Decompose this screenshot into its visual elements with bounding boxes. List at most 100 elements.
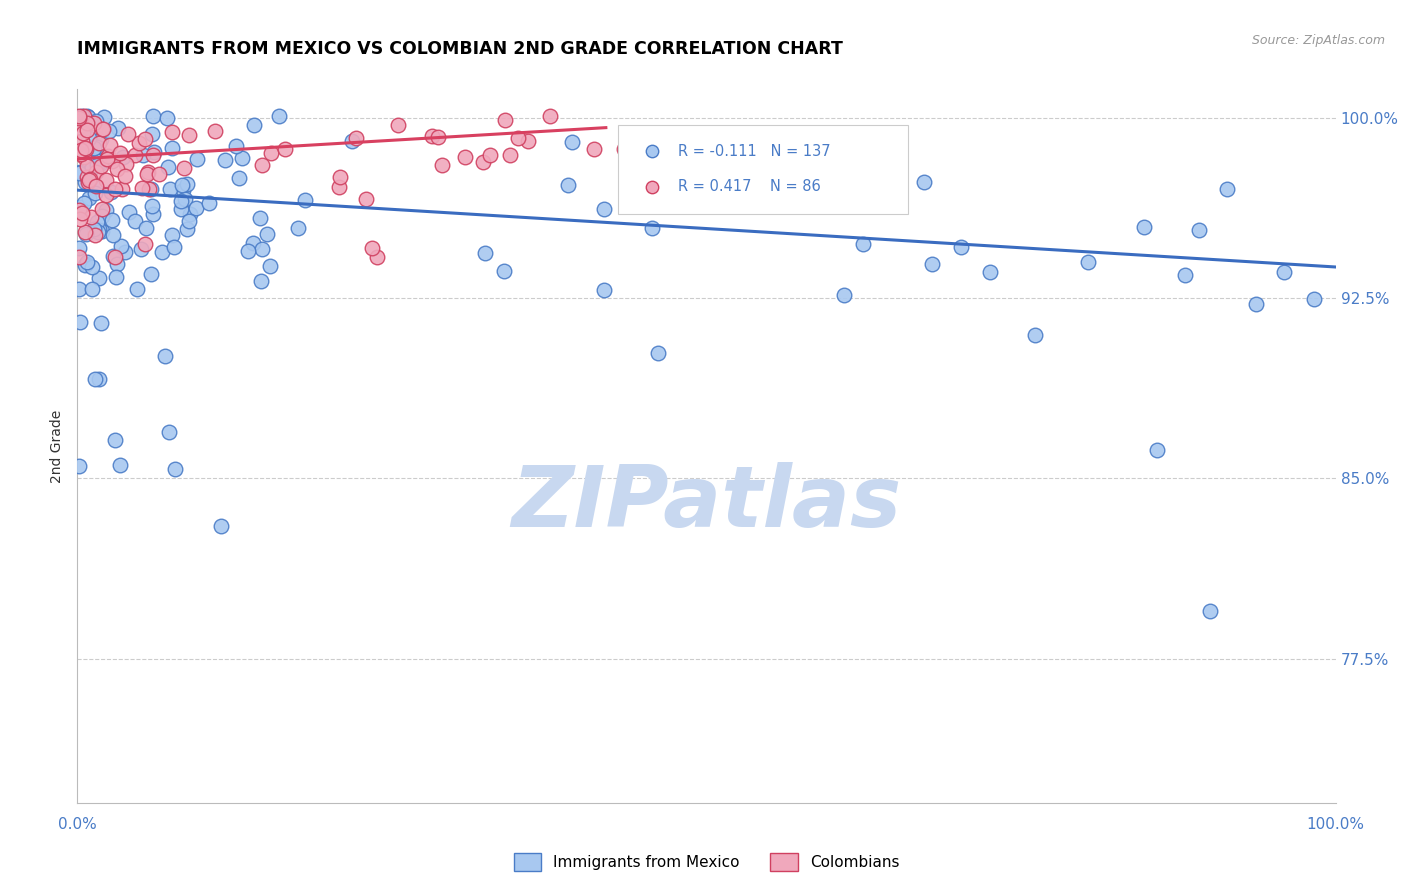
Point	[80, 161, 103, 176]
Point	[100, 153, 122, 168]
Point	[84, 178, 107, 193]
Point	[101, 213, 124, 227]
Point	[75, 142, 97, 156]
Point	[124, 148, 146, 162]
Point	[142, 145, 165, 159]
Point	[100, 186, 122, 200]
Point	[498, 147, 520, 161]
Point	[141, 148, 163, 162]
Point	[90, 224, 112, 238]
Point	[90, 159, 112, 173]
Point	[96, 152, 118, 166]
Point	[76, 174, 98, 188]
Point	[93, 110, 115, 124]
Point	[107, 162, 129, 177]
Point	[72, 126, 94, 140]
Text: R = 0.417    N = 86: R = 0.417 N = 86	[678, 179, 820, 194]
Point	[104, 182, 127, 196]
Point	[90, 156, 112, 170]
Point	[83, 141, 105, 155]
Text: 0.0%: 0.0%	[58, 817, 97, 832]
Point	[139, 182, 162, 196]
Point	[1024, 327, 1046, 342]
Y-axis label: 2nd Grade: 2nd Grade	[51, 409, 65, 483]
Text: ZIPatlas: ZIPatlas	[512, 461, 901, 545]
Point	[170, 194, 193, 208]
Point	[560, 135, 582, 149]
Point	[177, 128, 200, 142]
Point	[557, 178, 579, 192]
Point	[160, 125, 183, 139]
Text: IMMIGRANTS FROM MEXICO VS COLOMBIAN 2ND GRADE CORRELATION CHART: IMMIGRANTS FROM MEXICO VS COLOMBIAN 2ND …	[77, 40, 844, 58]
Point	[1133, 220, 1156, 235]
Point	[87, 271, 110, 285]
Point	[157, 161, 180, 175]
Point	[1302, 293, 1324, 307]
Point	[89, 221, 111, 235]
Point	[84, 139, 107, 153]
Point	[90, 202, 112, 217]
Point	[492, 264, 515, 278]
Point	[685, 194, 707, 209]
Point	[67, 109, 90, 123]
Point	[231, 152, 253, 166]
Point	[256, 227, 278, 241]
Point	[613, 142, 636, 156]
Point	[67, 459, 90, 474]
Point	[69, 212, 91, 227]
Point	[84, 179, 107, 194]
Point	[83, 116, 105, 130]
Point	[73, 109, 96, 123]
Point	[87, 225, 110, 239]
Text: R = -0.111   N = 137: R = -0.111 N = 137	[678, 144, 830, 159]
Point	[124, 214, 146, 228]
Point	[494, 113, 516, 128]
Point	[98, 138, 121, 153]
Point	[75, 141, 97, 155]
Point	[695, 185, 717, 199]
Point	[173, 161, 195, 176]
Point	[73, 175, 96, 189]
Point	[176, 177, 198, 191]
Point	[478, 148, 501, 162]
Point	[67, 241, 90, 255]
Point	[172, 178, 194, 192]
Point	[70, 134, 93, 148]
Point	[134, 237, 156, 252]
Point	[82, 142, 104, 156]
Point	[1188, 223, 1211, 237]
Point	[259, 259, 281, 273]
Point	[67, 166, 90, 180]
Point	[84, 113, 107, 128]
Point	[70, 143, 93, 157]
Point	[141, 199, 163, 213]
Point	[160, 228, 183, 243]
Point	[617, 193, 640, 207]
Point	[131, 181, 153, 195]
Point	[69, 164, 91, 178]
Point	[94, 152, 117, 166]
Point	[243, 118, 266, 132]
Point	[70, 147, 93, 161]
Point	[80, 161, 103, 175]
Point	[647, 346, 669, 360]
Point	[87, 136, 110, 150]
Point	[79, 173, 101, 187]
Point	[156, 111, 179, 125]
Point	[80, 283, 103, 297]
Point	[249, 211, 271, 225]
Point	[641, 220, 664, 235]
Point	[426, 130, 449, 145]
Point	[142, 109, 165, 123]
Point	[260, 146, 283, 161]
Point	[170, 202, 193, 216]
Point	[101, 249, 124, 263]
Point	[1146, 442, 1168, 457]
Point	[73, 226, 96, 240]
Point	[72, 195, 94, 210]
Point	[274, 142, 297, 156]
Point	[76, 170, 98, 185]
Point	[79, 172, 101, 186]
Point	[75, 257, 97, 271]
Point	[83, 372, 105, 386]
